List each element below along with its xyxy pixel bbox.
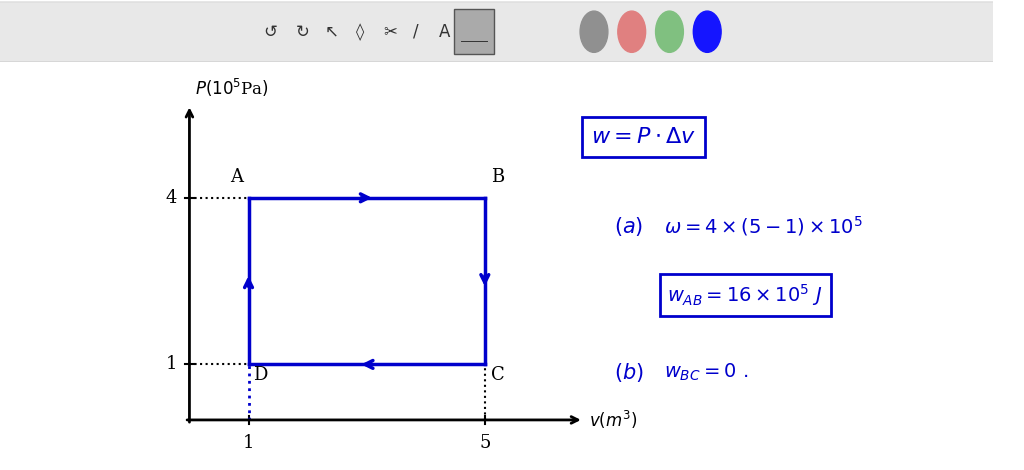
Text: 5: 5 xyxy=(479,434,490,452)
FancyBboxPatch shape xyxy=(0,2,1012,62)
Text: /: / xyxy=(414,23,419,41)
Text: ↺: ↺ xyxy=(263,23,278,41)
Text: 4: 4 xyxy=(166,189,177,207)
Text: A: A xyxy=(230,168,244,186)
Text: $P(10^5$Pa$)$: $P(10^5$Pa$)$ xyxy=(195,78,268,100)
Text: $w_{BC} = 0\ .$: $w_{BC} = 0\ .$ xyxy=(664,362,748,383)
Text: $\omega = 4\times(5-1)\times10^5$: $\omega = 4\times(5-1)\times10^5$ xyxy=(664,214,862,238)
Text: $w = P \cdot \Delta v$: $w = P \cdot \Delta v$ xyxy=(591,125,696,148)
Text: D: D xyxy=(253,367,267,384)
Text: C: C xyxy=(490,367,505,384)
Text: $(a)$: $(a)$ xyxy=(613,215,643,237)
Ellipse shape xyxy=(617,11,646,52)
Text: 1: 1 xyxy=(166,355,177,373)
Text: A: A xyxy=(439,23,451,41)
Text: 1: 1 xyxy=(243,434,254,452)
Text: $w_{AB} = 16\times10^5\ J$: $w_{AB} = 16\times10^5\ J$ xyxy=(668,282,823,308)
Text: ◊: ◊ xyxy=(356,23,365,41)
FancyBboxPatch shape xyxy=(454,9,494,54)
Text: $(b)$: $(b)$ xyxy=(613,361,644,384)
Text: ↖: ↖ xyxy=(325,23,339,41)
Ellipse shape xyxy=(693,11,721,52)
Text: $v(m^3)$: $v(m^3)$ xyxy=(589,409,637,431)
Ellipse shape xyxy=(655,11,683,52)
Text: ✂: ✂ xyxy=(383,23,397,41)
Text: ↻: ↻ xyxy=(296,23,310,41)
Text: B: B xyxy=(490,168,504,186)
Ellipse shape xyxy=(580,11,608,52)
